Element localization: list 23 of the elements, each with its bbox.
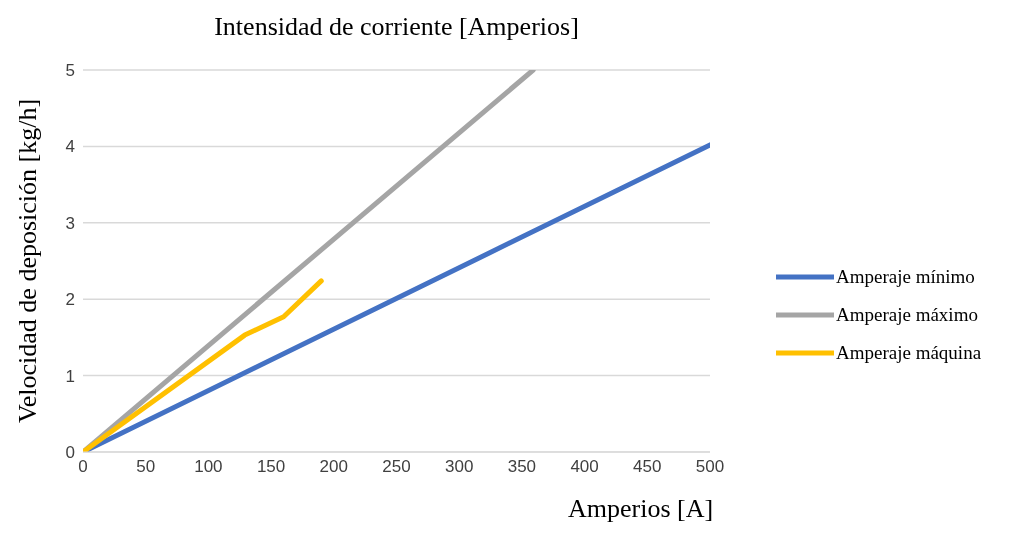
- x-axis-title: Amperios [A]: [568, 494, 714, 524]
- y-axis-title: Velocidad de deposición [kg/h]: [13, 98, 43, 424]
- y-tick-label: 3: [65, 213, 75, 233]
- y-tick-label: 5: [65, 61, 75, 81]
- x-tick-label: 250: [382, 457, 411, 477]
- chart-title: Intensidad de corriente [Amperios]: [213, 12, 580, 42]
- x-tick-label: 500: [695, 457, 725, 477]
- y-tick-label: 4: [65, 137, 75, 157]
- x-tick-label: 300: [445, 457, 474, 477]
- legend-label: Amperaje mínimo: [836, 266, 975, 288]
- x-tick-label: 100: [194, 457, 223, 477]
- x-tick-label: 200: [319, 457, 348, 477]
- x-tick-label: 150: [256, 457, 286, 477]
- x-tick-label: 0: [78, 457, 88, 477]
- legend-label: Amperaje máximo: [836, 304, 978, 326]
- x-tick-label: 350: [507, 457, 537, 477]
- y-tick-label: 2: [65, 290, 75, 310]
- x-tick-label: 50: [136, 457, 156, 477]
- legend-label: Amperaje máquina: [836, 342, 982, 364]
- x-tick-label: 450: [633, 457, 662, 477]
- y-tick-label: 0: [65, 443, 75, 463]
- y-tick-label: 1: [65, 366, 75, 386]
- x-tick-label: 400: [570, 457, 599, 477]
